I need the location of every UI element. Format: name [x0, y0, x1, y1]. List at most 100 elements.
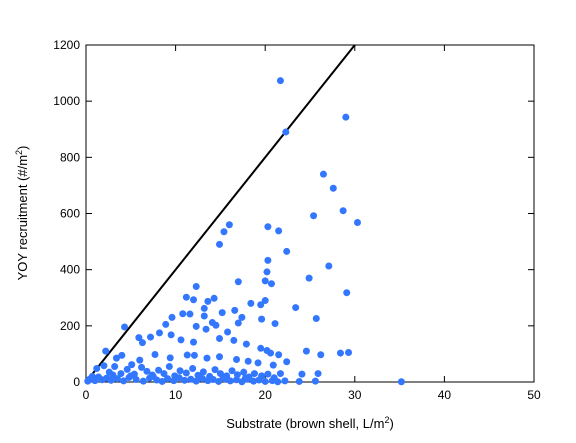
data-point: [138, 363, 146, 371]
data-point: [216, 353, 224, 361]
data-point: [264, 370, 272, 378]
data-point: [107, 376, 115, 384]
data-point: [102, 347, 110, 355]
data-point: [247, 299, 255, 307]
data-point: [199, 368, 207, 376]
x-tick-label: 0: [83, 388, 90, 402]
data-point: [211, 366, 219, 374]
data-point: [155, 329, 163, 337]
data-point: [281, 377, 289, 385]
data-points: [84, 77, 405, 386]
y-tick-label: 1000: [53, 94, 80, 108]
x-axis: 0 10 20 30 40 50: [83, 45, 541, 402]
data-point: [241, 374, 249, 382]
data-point: [216, 334, 224, 342]
data-point: [302, 347, 310, 355]
data-point: [257, 301, 265, 309]
data-point: [216, 240, 224, 248]
y-tick-label: 800: [60, 150, 80, 164]
data-point: [336, 349, 344, 357]
x-tick-label: 20: [259, 388, 273, 402]
data-point: [135, 334, 143, 342]
data-point: [345, 349, 353, 357]
data-point: [127, 372, 135, 380]
data-point: [283, 247, 291, 255]
data-point: [339, 207, 347, 215]
data-point: [282, 128, 290, 136]
data-point: [283, 358, 291, 366]
data-point: [117, 370, 125, 378]
data-point: [179, 310, 187, 318]
data-point: [271, 320, 279, 328]
data-point: [192, 322, 200, 330]
data-point: [228, 367, 236, 375]
data-point: [250, 377, 258, 385]
data-point: [343, 289, 351, 297]
data-point: [118, 351, 126, 359]
reference-line: [85, 44, 356, 383]
data-point: [397, 378, 405, 386]
data-point: [254, 359, 262, 367]
data-point: [158, 377, 166, 385]
data-point: [209, 375, 217, 383]
data-point: [189, 365, 197, 373]
y-tick-label: 200: [60, 319, 80, 333]
y-axis: 0 200 400 600 800 1000 1200: [53, 38, 534, 389]
data-point: [240, 368, 248, 376]
data-point: [310, 212, 318, 220]
data-point: [233, 356, 241, 364]
data-point: [295, 377, 303, 385]
data-point: [230, 336, 238, 344]
data-point: [109, 371, 117, 379]
data-point: [255, 376, 263, 384]
data-point: [244, 357, 252, 365]
data-point: [200, 312, 208, 320]
data-point: [200, 304, 208, 312]
data-point: [182, 293, 190, 301]
data-point: [234, 278, 242, 286]
data-point: [190, 296, 198, 304]
data-point: [317, 351, 325, 359]
data-point: [234, 319, 242, 327]
data-point: [242, 340, 250, 348]
data-point: [202, 325, 210, 333]
data-point: [111, 363, 119, 371]
data-point: [261, 297, 269, 305]
x-tick-label: 10: [169, 388, 183, 402]
data-point: [264, 223, 272, 231]
y-tick-label: 400: [60, 263, 80, 277]
data-point: [298, 370, 306, 378]
data-point: [168, 313, 176, 321]
data-point: [172, 373, 180, 381]
data-point: [132, 375, 140, 383]
data-point: [147, 333, 155, 341]
data-point: [139, 377, 147, 385]
data-point: [203, 354, 211, 362]
data-point: [312, 315, 320, 323]
data-point: [353, 218, 361, 226]
data-point: [136, 356, 144, 364]
data-point: [224, 328, 232, 336]
data-point: [164, 375, 172, 383]
data-point: [257, 344, 265, 352]
data-point: [84, 377, 92, 385]
data-point: [225, 221, 233, 229]
data-point: [305, 274, 313, 282]
data-point: [263, 268, 271, 276]
y-tick-label: 1200: [53, 38, 80, 52]
data-point: [275, 351, 283, 359]
data-point: [215, 377, 223, 385]
data-point: [226, 377, 234, 385]
data-point: [267, 349, 275, 357]
data-point: [177, 336, 185, 344]
data-point: [151, 350, 159, 358]
data-point: [276, 77, 284, 85]
data-point: [269, 361, 277, 369]
data-point: [93, 365, 101, 373]
data-point: [204, 377, 212, 385]
y-axis-title: YOY recruitment (#/m2): [14, 146, 30, 281]
data-point: [218, 309, 226, 317]
data-point: [197, 374, 205, 382]
data-point: [149, 372, 157, 380]
